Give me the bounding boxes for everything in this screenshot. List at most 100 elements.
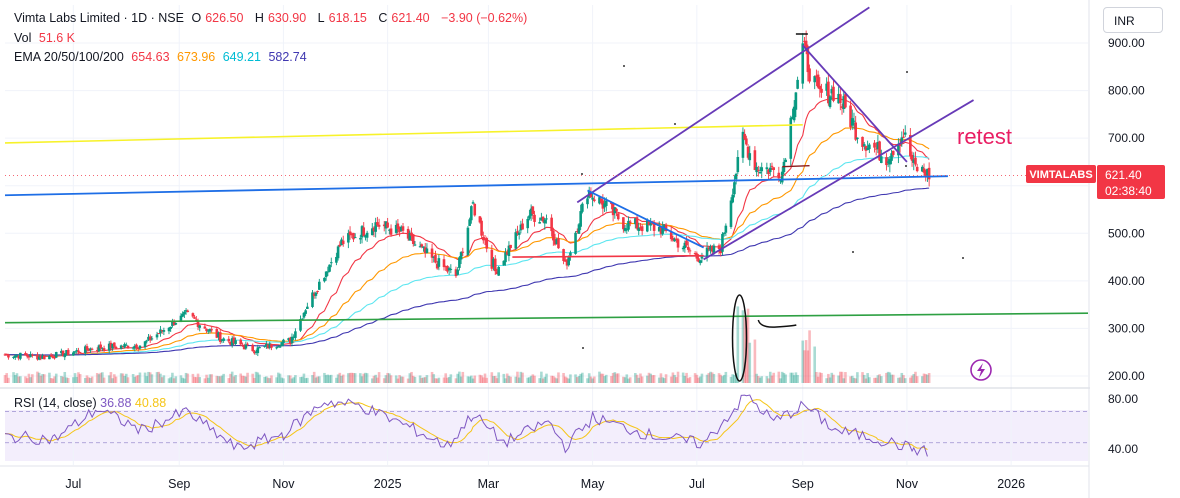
volume-bar <box>350 372 354 383</box>
candle-body <box>717 245 721 249</box>
currency-button[interactable]: INR <box>1103 7 1163 33</box>
volume-bar <box>663 378 666 383</box>
candle-body <box>729 200 733 227</box>
volume-bar <box>335 377 338 383</box>
candle-body <box>300 318 304 320</box>
candle-body <box>611 203 615 216</box>
ema-value-100: 649.21 <box>222 50 261 64</box>
candle-body <box>114 346 118 349</box>
volume-bar <box>842 378 846 383</box>
volume-bar <box>205 374 208 383</box>
volume-bar <box>555 378 559 383</box>
volume-bar <box>258 374 261 383</box>
channel-lower-line[interactable] <box>703 99 975 261</box>
candle-body <box>599 198 603 203</box>
candle-body <box>329 262 333 264</box>
candle-body <box>136 348 140 350</box>
volume-bar <box>507 375 511 383</box>
volume-bar <box>280 377 284 383</box>
volume-bar <box>401 376 405 383</box>
candle-body <box>543 219 547 224</box>
horizontal-marker[interactable] <box>782 165 810 168</box>
candle-body <box>707 247 711 250</box>
volume-bar <box>5 373 9 383</box>
volume-bar <box>41 374 44 383</box>
volume-bar <box>292 377 295 383</box>
blue-trendline[interactable] <box>4 175 948 197</box>
candle-body <box>591 197 594 200</box>
volume-bar <box>717 373 721 383</box>
volume-bar <box>447 377 451 383</box>
price-tick-label: 900.00 <box>1108 36 1145 50</box>
candle-body <box>502 260 506 266</box>
candle-body <box>478 216 482 223</box>
lightning-icon[interactable] <box>970 359 992 381</box>
candle-body <box>288 337 292 344</box>
volume-bar <box>65 377 68 383</box>
candle-body <box>852 120 856 122</box>
volume-bar <box>359 373 362 383</box>
candle-body <box>239 339 243 345</box>
candle-body <box>312 293 316 296</box>
candle-body <box>241 345 244 347</box>
candle-body <box>844 94 847 108</box>
candle-body <box>97 345 101 352</box>
volume-bar <box>138 372 142 383</box>
volume-bar <box>497 372 500 383</box>
candle-body <box>505 252 509 255</box>
candle-body <box>493 258 497 272</box>
volume-bar <box>746 308 750 383</box>
yellow-trendline[interactable] <box>4 124 803 144</box>
time-tick-label: May <box>581 477 605 491</box>
symbol-tag <box>1026 165 1096 183</box>
volume-bar <box>24 376 27 383</box>
green-trendline[interactable] <box>4 312 1089 324</box>
volume-bar <box>813 346 816 383</box>
candle-body <box>54 352 58 358</box>
volume-bar <box>90 376 94 383</box>
candle-body <box>808 68 811 82</box>
candle-body <box>159 329 162 334</box>
volume-bar <box>423 377 427 383</box>
candle-body <box>388 229 391 231</box>
volume-bar <box>634 373 637 383</box>
volume-bar <box>348 372 352 383</box>
volume-bar <box>454 378 458 383</box>
volume-circle-annotation[interactable] <box>731 294 748 382</box>
candle-body <box>593 199 596 202</box>
top-descending-trendline[interactable] <box>802 44 908 163</box>
candle-body <box>338 244 342 247</box>
volume-hook-annotation[interactable] <box>757 319 797 328</box>
volume-bar <box>850 375 854 383</box>
candle-body <box>697 258 700 262</box>
descending-trendline[interactable] <box>587 189 705 249</box>
volume-bar <box>102 377 106 383</box>
volume-bar <box>85 375 89 383</box>
candle-body <box>77 350 80 353</box>
candle-body <box>432 256 436 258</box>
volume-bar <box>362 373 366 383</box>
candle-body <box>519 224 523 231</box>
candle-body <box>927 167 931 180</box>
volume-bar <box>386 372 389 383</box>
volume-bar <box>446 377 449 383</box>
candle-body <box>673 238 676 242</box>
volume-bar <box>574 374 577 383</box>
candle-body <box>794 92 798 110</box>
volume-bar <box>481 377 485 383</box>
stray-dot <box>905 165 907 167</box>
red-support-line[interactable] <box>512 254 704 258</box>
volume-bar <box>567 378 571 383</box>
channel-upper-line[interactable] <box>576 6 870 204</box>
candle-body <box>533 214 536 222</box>
volume-bar <box>143 372 147 383</box>
candle-body <box>876 141 880 150</box>
volume-bar <box>167 378 171 383</box>
candle-body <box>186 310 190 312</box>
candle-body <box>507 245 511 257</box>
candle-body <box>922 168 926 173</box>
candle-body <box>615 208 618 212</box>
candle-body <box>504 252 507 263</box>
rsi-ma-line <box>4 399 928 451</box>
